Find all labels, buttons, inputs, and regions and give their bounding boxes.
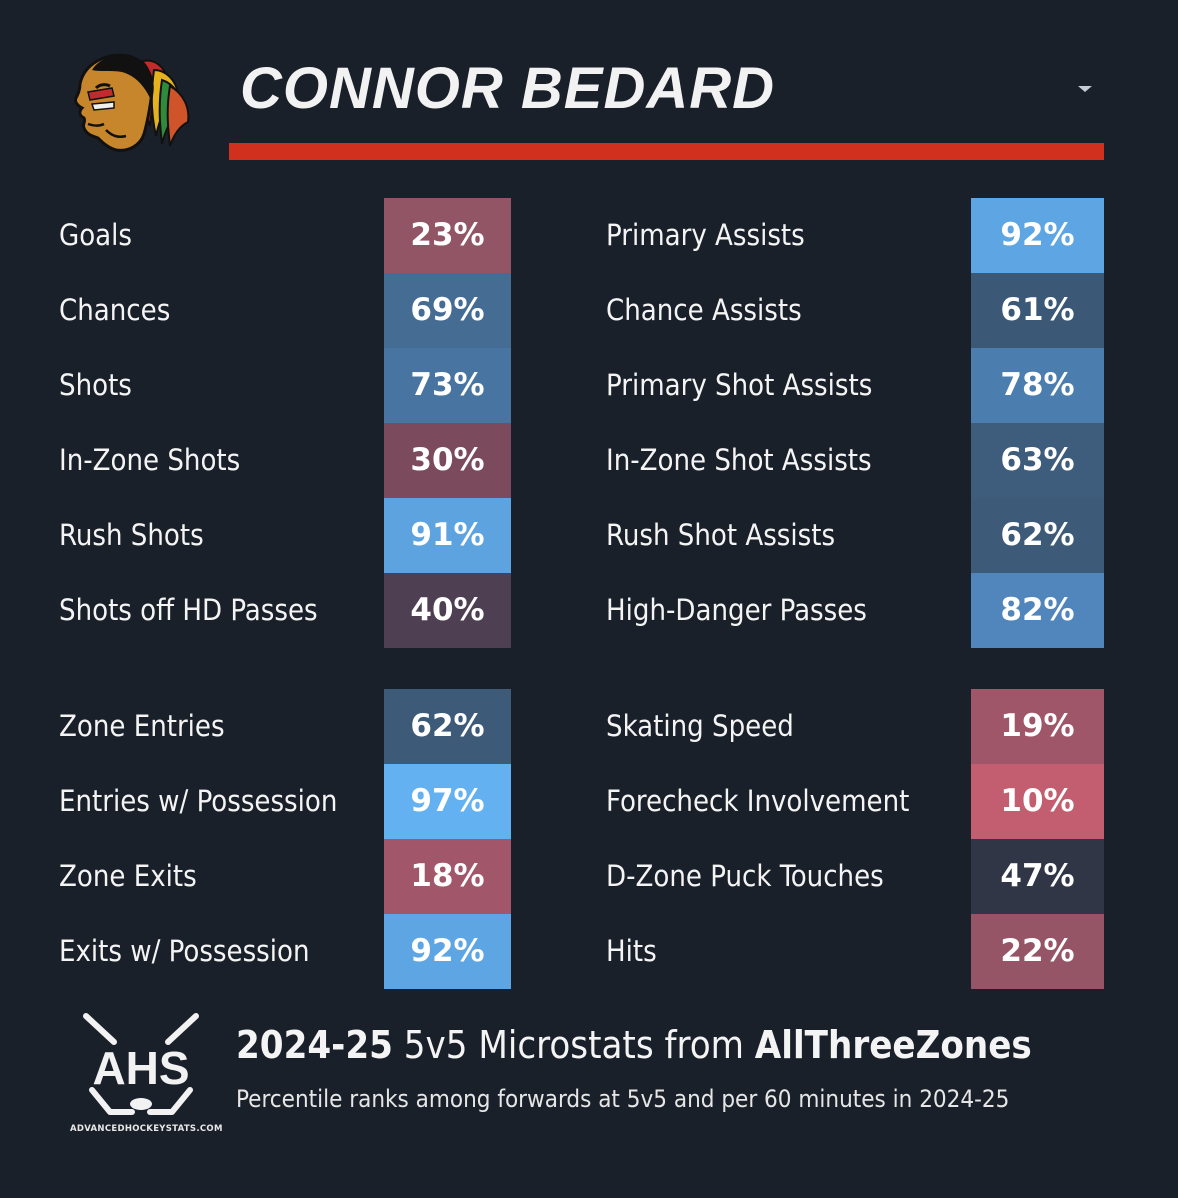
stat-row: Chance Assists 61% <box>606 273 1104 348</box>
stat-row: Forecheck Involvement 10% <box>606 764 1104 839</box>
stat-label: Primary Assists <box>606 218 805 252</box>
stat-value: 30% <box>384 423 511 498</box>
stat-label: Hits <box>606 934 657 968</box>
stat-value: 23% <box>384 198 511 273</box>
chevron-down-icon[interactable] <box>1078 86 1092 92</box>
stat-value: 63% <box>971 423 1104 498</box>
footer-title-middle: 5v5 Microstats from <box>392 1023 755 1067</box>
stat-row: Primary Assists 92% <box>606 198 1104 273</box>
stat-row: Entries w/ Possession 97% <box>59 764 511 839</box>
stat-value: 40% <box>384 573 511 648</box>
stat-value: 69% <box>384 273 511 348</box>
stat-row: D-Zone Puck Touches 47% <box>606 839 1104 914</box>
stats-right-top: Primary Assists 92% Chance Assists 61% P… <box>606 198 1104 648</box>
stat-label: Entries w/ Possession <box>59 784 338 818</box>
stat-row: High-Danger Passes 82% <box>606 573 1104 648</box>
ahs-site-text: ADVANCEDHOCKEYSTATS.COM <box>70 1124 223 1134</box>
blackhawks-logo-icon <box>74 53 190 152</box>
stat-label: Skating Speed <box>606 709 794 743</box>
stats-left-bottom: Zone Entries 62% Entries w/ Possession 9… <box>59 689 511 989</box>
stat-row: In-Zone Shot Assists 63% <box>606 423 1104 498</box>
stat-value: 62% <box>384 689 511 764</box>
title-underline <box>229 143 1104 160</box>
stat-value: 82% <box>971 573 1104 648</box>
stat-label: Goals <box>59 218 133 252</box>
stat-label: D-Zone Puck Touches <box>606 859 884 893</box>
stat-label: Chances <box>59 293 171 327</box>
stat-value: 73% <box>384 348 511 423</box>
stat-value: 78% <box>971 348 1104 423</box>
footer-title-season: 2024-25 <box>236 1023 393 1067</box>
stat-value: 22% <box>971 914 1104 989</box>
stat-value: 91% <box>384 498 511 573</box>
stat-value: 97% <box>384 764 511 839</box>
stat-row: Rush Shot Assists 62% <box>606 498 1104 573</box>
stat-label: Zone Exits <box>59 859 197 893</box>
stats-left-top: Goals 23% Chances 69% Shots 73% In-Zone … <box>59 198 511 648</box>
stat-row: Shots off HD Passes 40% <box>59 573 511 648</box>
stat-row: Skating Speed 19% <box>606 689 1104 764</box>
stat-value: 10% <box>971 764 1104 839</box>
stat-label: Chance Assists <box>606 293 802 327</box>
stat-row: Primary Shot Assists 78% <box>606 348 1104 423</box>
stats-right-bottom: Skating Speed 19% Forecheck Involvement … <box>606 689 1104 989</box>
stat-row: Zone Entries 62% <box>59 689 511 764</box>
player-name: CONNOR BEDARD <box>240 56 775 121</box>
stat-label: Rush Shot Assists <box>606 518 836 552</box>
stat-label: In-Zone Shot Assists <box>606 443 872 477</box>
ahs-logo-icon: AHS <box>83 1013 199 1115</box>
stat-value: 47% <box>971 839 1104 914</box>
stat-value: 62% <box>971 498 1104 573</box>
stat-label: Shots off HD Passes <box>59 593 318 627</box>
footer-title: 2024-25 5v5 Microstats from AllThreeZone… <box>236 1021 1032 1069</box>
stat-row: Exits w/ Possession 92% <box>59 914 511 989</box>
stat-value: 19% <box>971 689 1104 764</box>
svg-text:AHS: AHS <box>92 1042 189 1094</box>
stat-label: Primary Shot Assists <box>606 368 873 402</box>
stat-label: Zone Entries <box>59 709 225 743</box>
stat-row: Shots 73% <box>59 348 511 423</box>
stat-label: Exits w/ Possession <box>59 934 310 968</box>
stat-value: 92% <box>384 914 511 989</box>
stat-value: 18% <box>384 839 511 914</box>
stat-label: High-Danger Passes <box>606 593 867 627</box>
stat-row: Rush Shots 91% <box>59 498 511 573</box>
stat-row: In-Zone Shots 30% <box>59 423 511 498</box>
stat-label: Rush Shots <box>59 518 204 552</box>
stat-value: 92% <box>971 198 1104 273</box>
footer-title-source: AllThreeZones <box>754 1023 1032 1067</box>
stat-label: In-Zone Shots <box>59 443 241 477</box>
stat-value: 61% <box>971 273 1104 348</box>
stat-label: Shots <box>59 368 132 402</box>
stat-label: Forecheck Involvement <box>606 784 910 818</box>
stat-row: Zone Exits 18% <box>59 839 511 914</box>
stat-row: Hits 22% <box>606 914 1104 989</box>
stat-row: Chances 69% <box>59 273 511 348</box>
stat-row: Goals 23% <box>59 198 511 273</box>
footer-subtitle: Percentile ranks among forwards at 5v5 a… <box>236 1085 1010 1113</box>
